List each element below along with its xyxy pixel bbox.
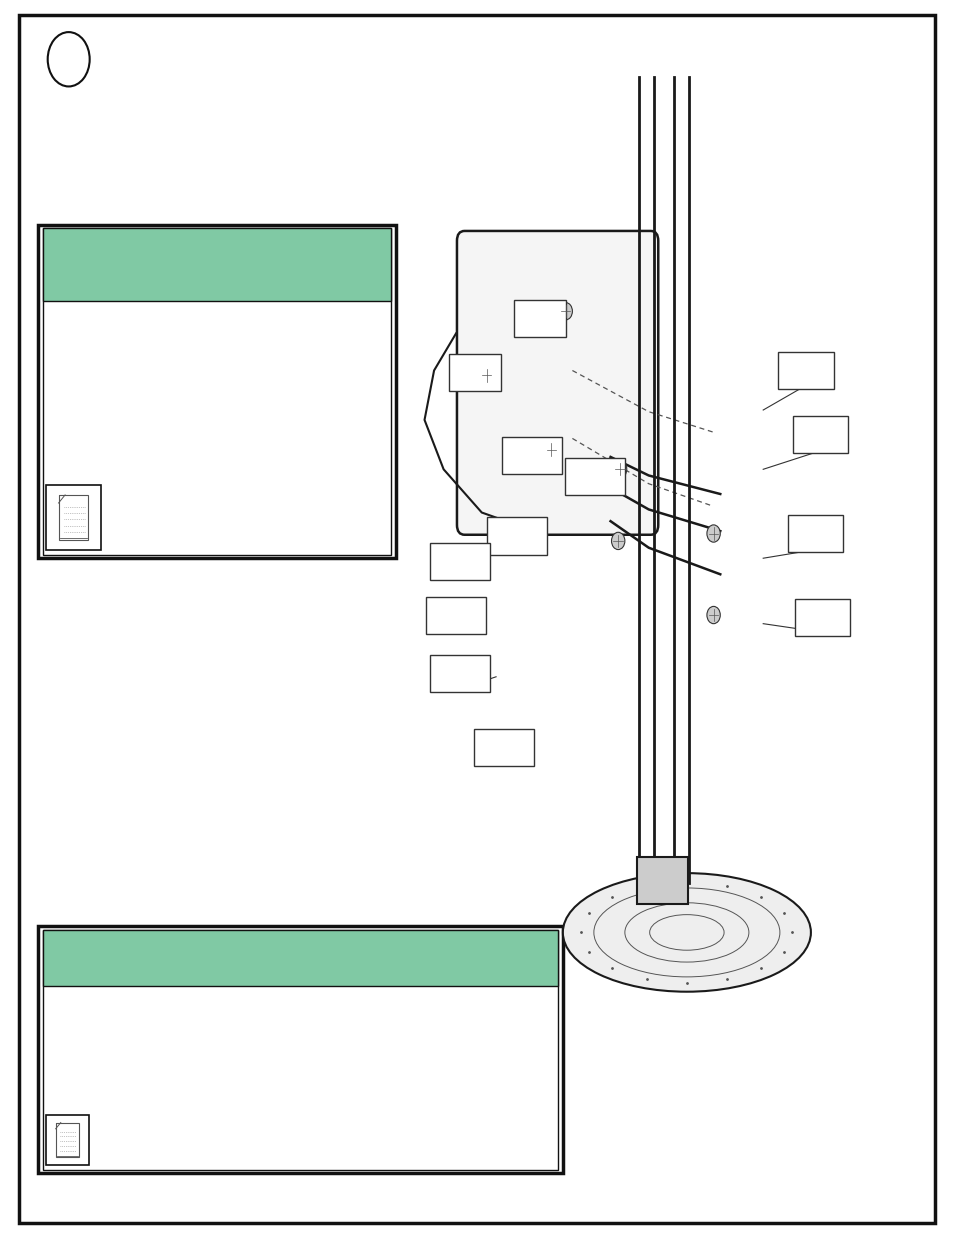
FancyBboxPatch shape	[637, 857, 687, 904]
FancyBboxPatch shape	[787, 515, 842, 552]
FancyBboxPatch shape	[502, 437, 562, 474]
FancyBboxPatch shape	[792, 416, 847, 453]
Circle shape	[611, 532, 624, 550]
FancyBboxPatch shape	[474, 729, 534, 766]
FancyBboxPatch shape	[794, 599, 849, 636]
FancyBboxPatch shape	[38, 926, 562, 1173]
Circle shape	[544, 441, 558, 458]
Circle shape	[706, 606, 720, 624]
FancyBboxPatch shape	[43, 930, 558, 986]
Circle shape	[558, 303, 572, 320]
Ellipse shape	[562, 873, 810, 992]
FancyBboxPatch shape	[448, 354, 500, 391]
FancyBboxPatch shape	[429, 655, 490, 692]
Circle shape	[613, 461, 626, 478]
FancyBboxPatch shape	[55, 1123, 79, 1157]
Circle shape	[479, 367, 493, 384]
FancyBboxPatch shape	[46, 485, 101, 550]
FancyBboxPatch shape	[487, 517, 547, 555]
Circle shape	[706, 525, 720, 542]
FancyBboxPatch shape	[425, 597, 486, 634]
FancyBboxPatch shape	[58, 495, 89, 540]
FancyBboxPatch shape	[429, 543, 490, 580]
Circle shape	[48, 32, 90, 86]
FancyBboxPatch shape	[564, 458, 624, 495]
FancyBboxPatch shape	[456, 231, 658, 535]
FancyBboxPatch shape	[43, 228, 391, 301]
FancyBboxPatch shape	[513, 300, 566, 337]
FancyBboxPatch shape	[19, 15, 934, 1223]
FancyBboxPatch shape	[38, 225, 395, 558]
FancyBboxPatch shape	[778, 352, 833, 389]
FancyBboxPatch shape	[46, 1115, 89, 1165]
